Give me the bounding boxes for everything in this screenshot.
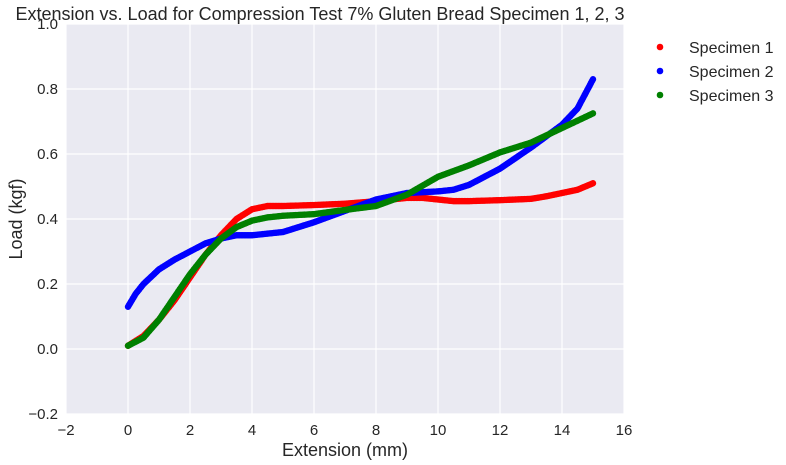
y-axis-label: Load (kgf) (6, 178, 26, 259)
x-tick-label: 6 (310, 422, 318, 439)
x-tick-label: −2 (57, 422, 74, 439)
y-tick-label: 0.2 (37, 276, 58, 293)
data-series (124, 76, 597, 349)
x-axis-label: Extension (mm) (282, 440, 408, 460)
chart-title: Extension vs. Load for Compression Test … (16, 4, 625, 24)
x-axis-ticks: −2 0 2 4 6 8 10 12 14 16 (57, 422, 632, 439)
legend-label: Specimen 3 (689, 88, 774, 105)
data-point (589, 180, 597, 187)
x-tick-label: 4 (248, 422, 256, 439)
series-specimen-3 (124, 110, 597, 349)
data-point (589, 76, 597, 83)
legend-item-specimen-3: Specimen 3 (656, 88, 774, 105)
legend-marker (656, 67, 664, 75)
legend-label: Specimen 2 (689, 64, 774, 81)
x-tick-label: 14 (554, 422, 571, 439)
x-tick-label: 10 (430, 422, 447, 439)
y-tick-label: 0.0 (37, 341, 58, 358)
y-tick-label: 0.6 (37, 146, 58, 163)
grid-lines (65, 23, 625, 415)
x-tick-label: 12 (492, 422, 509, 439)
y-tick-label: 0.4 (37, 211, 58, 228)
x-tick-label: 8 (372, 422, 380, 439)
data-point (589, 110, 597, 117)
legend-marker (656, 43, 664, 51)
y-tick-label: 0.8 (37, 81, 58, 98)
legend-marker (656, 91, 664, 99)
legend-label: Specimen 1 (689, 40, 774, 57)
legend-item-specimen-1: Specimen 1 (656, 40, 774, 57)
y-tick-label: 1.0 (37, 16, 58, 33)
x-tick-label: 16 (616, 422, 633, 439)
legend: Specimen 1 Specimen 2 Specimen 3 (656, 40, 774, 105)
legend-item-specimen-2: Specimen 2 (656, 64, 774, 81)
y-tick-label: −0.2 (28, 406, 58, 423)
x-tick-label: 2 (186, 422, 194, 439)
x-tick-label: 0 (124, 422, 132, 439)
y-axis-ticks: −0.2 0.0 0.2 0.4 0.6 0.8 1.0 (28, 16, 58, 423)
